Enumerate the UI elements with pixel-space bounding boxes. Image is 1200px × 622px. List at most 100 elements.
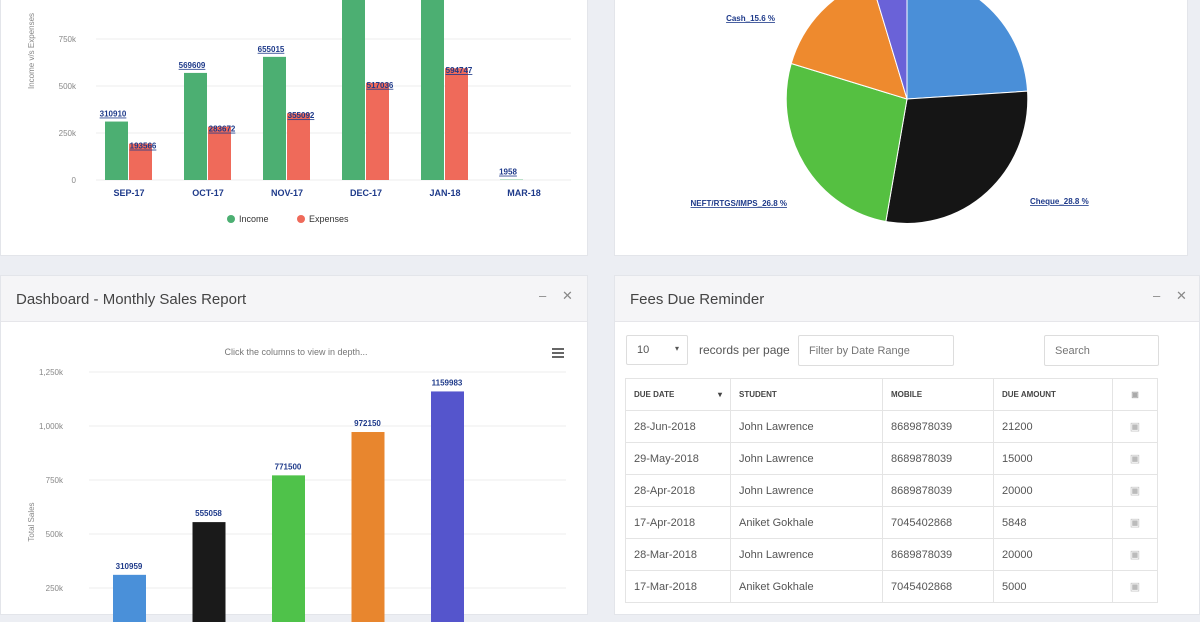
data-label: 594747 xyxy=(446,66,473,75)
table-cell: 8689878039 xyxy=(883,539,994,571)
payment-mode-pie-chart: Cheque_28.8 % NEFT/RTGS/IMPS_26.8 % Cash_1… xyxy=(615,0,1189,257)
minimize-icon[interactable]: – xyxy=(539,288,546,303)
table-cell: 8689878039 xyxy=(883,443,994,475)
x-tick-label: OCT-17 xyxy=(192,188,224,198)
table-cell: Aniket Gokhale xyxy=(731,507,883,539)
row-checkbox[interactable]: ▣ xyxy=(1113,475,1158,507)
table-cell: John Lawrence xyxy=(731,411,883,443)
pie-label: NEFT/RTGS/IMPS_26.8 % xyxy=(691,199,787,208)
legend-marker xyxy=(297,215,305,223)
row-checkbox[interactable]: ▣ xyxy=(1113,411,1158,443)
table-cell: Aniket Gokhale xyxy=(731,571,883,603)
data-label: 310910 xyxy=(100,110,127,119)
bar-income xyxy=(342,0,365,180)
select-all-checkbox[interactable]: ▣ xyxy=(1113,379,1158,411)
date-range-filter[interactable] xyxy=(798,335,954,366)
table-cell: 5000 xyxy=(994,571,1113,603)
panel-title: Fees Due Reminder xyxy=(630,291,764,308)
table-cell: 8689878039 xyxy=(883,411,994,443)
bar-expenses xyxy=(366,83,389,180)
table-cell: 7045402868 xyxy=(883,507,994,539)
column-header-student[interactable]: STUDENT xyxy=(731,379,883,411)
x-tick-label: MAR-18 xyxy=(507,188,541,198)
y-tick-label: 500k xyxy=(46,530,64,539)
pie-slice xyxy=(907,0,1028,99)
column-header-due-amount[interactable]: DUE AMOUNT xyxy=(994,379,1113,411)
table-cell: 8689878039 xyxy=(883,475,994,507)
close-icon[interactable]: ✕ xyxy=(562,288,573,304)
data-label: 1958 xyxy=(499,168,517,177)
chart-subtitle: Click the columns to view in depth... xyxy=(224,347,367,357)
row-checkbox[interactable]: ▣ xyxy=(1113,507,1158,539)
sales-bar xyxy=(113,575,146,622)
data-label: 555058 xyxy=(195,509,222,518)
y-axis-label: Income v/s Expenses xyxy=(27,13,36,89)
row-checkbox[interactable]: ▣ xyxy=(1113,443,1158,475)
sales-bar xyxy=(352,432,385,622)
menu-line xyxy=(552,352,564,354)
table-cell: 7045402868 xyxy=(883,571,994,603)
legend-marker xyxy=(227,215,235,223)
bar-expenses xyxy=(287,113,310,180)
y-tick-label: 750k xyxy=(59,35,77,44)
bar-income xyxy=(263,57,286,180)
column-header-due-date[interactable]: DUE DATE▾ xyxy=(626,379,731,411)
table-cell: 20000 xyxy=(994,475,1113,507)
bar-income xyxy=(421,0,444,180)
search-input[interactable] xyxy=(1044,335,1159,366)
payment-mode-panel: Cheque_28.8 % NEFT/RTGS/IMPS_26.8 % Cash_1… xyxy=(614,0,1188,256)
data-label: 193566 xyxy=(130,142,157,151)
bar-income xyxy=(184,73,207,180)
chart-menu-icon[interactable] xyxy=(552,348,564,358)
table-cell: 28-Apr-2018 xyxy=(626,475,731,507)
data-label: 1159983 xyxy=(432,378,463,387)
x-tick-label: DEC-17 xyxy=(350,188,382,198)
table-cell: 17-Mar-2018 xyxy=(626,571,731,603)
table-cell: 29-May-2018 xyxy=(626,443,731,475)
pie-label: Cheque_28.8 % xyxy=(1030,197,1089,206)
table-cell: 28-Mar-2018 xyxy=(626,539,731,571)
x-tick-label: SEP-17 xyxy=(113,188,144,198)
x-tick-label: NOV-17 xyxy=(271,188,303,198)
table-cell: 5848 xyxy=(994,507,1113,539)
data-label: 972150 xyxy=(354,419,381,428)
bar-expenses xyxy=(445,68,468,180)
sales-bar xyxy=(272,475,305,622)
fees-due-table: DUE DATE▾ STUDENT MOBILE DUE AMOUNT ▣ 28… xyxy=(625,378,1158,603)
y-tick-label: 0 xyxy=(72,176,77,185)
table-cell: John Lawrence xyxy=(731,475,883,507)
table-cell: John Lawrence xyxy=(731,443,883,475)
data-label: 517036 xyxy=(367,81,394,90)
column-header-mobile[interactable]: MOBILE xyxy=(883,379,994,411)
row-checkbox[interactable]: ▣ xyxy=(1113,539,1158,571)
menu-line xyxy=(552,348,564,350)
row-checkbox[interactable]: ▣ xyxy=(1113,571,1158,603)
fees-due-panel: Fees Due Reminder – ✕ 10▾ records per pa… xyxy=(614,275,1200,615)
pie-label: Cash_15.6 % xyxy=(726,14,775,23)
y-tick-label: 1,000k xyxy=(39,422,64,431)
menu-line xyxy=(552,356,564,358)
page-size-value: 10 xyxy=(637,344,649,356)
chevron-down-icon: ▾ xyxy=(675,344,679,353)
legend-label: Expenses xyxy=(309,214,349,224)
table-cell: 21200 xyxy=(994,411,1113,443)
panel-header: Fees Due Reminder – ✕ xyxy=(615,276,1199,322)
y-tick-label: 750k xyxy=(46,476,64,485)
page-size-select[interactable]: 10 ▾ xyxy=(626,335,688,365)
table-cell: 28-Jun-2018 xyxy=(626,411,731,443)
data-label: 310959 xyxy=(116,562,143,571)
minimize-icon[interactable]: – xyxy=(1153,288,1160,303)
monthly-sales-chart: Click the columns to view in depth...250… xyxy=(1,322,589,622)
data-label: 283672 xyxy=(209,125,236,134)
x-tick-label: JAN-18 xyxy=(429,188,460,198)
close-icon[interactable]: ✕ xyxy=(1176,288,1187,304)
pie-slice xyxy=(886,91,1028,223)
